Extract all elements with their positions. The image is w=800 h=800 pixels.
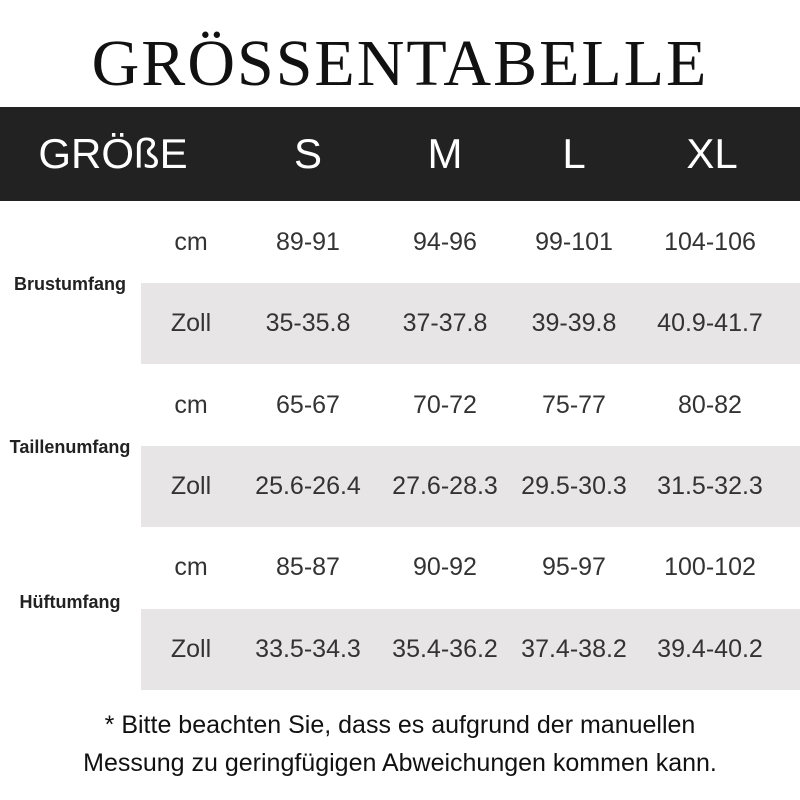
measurement-note: * Bitte beachten Sie, dass es aufgrund d… bbox=[0, 706, 800, 782]
value-cell: 65-67 bbox=[276, 390, 340, 419]
value-cell: 85-87 bbox=[276, 553, 340, 582]
value-cell: 37-37.8 bbox=[402, 309, 488, 338]
value-cell: 99-101 bbox=[535, 228, 613, 256]
unit-cell: Zoll bbox=[170, 471, 212, 500]
unit-cell: cm bbox=[174, 390, 208, 419]
page-title: GRÖSSENTABELLE bbox=[91, 27, 709, 100]
value-cell: 31.5-32.3 bbox=[657, 471, 763, 500]
row-stripe bbox=[141, 283, 800, 365]
measurement-label: Taillenumfang bbox=[9, 437, 131, 457]
measurement-label: Hüftumfang bbox=[19, 592, 121, 612]
value-cell: 27.6-28.3 bbox=[392, 471, 498, 500]
table-row: Zoll 33.5-34.3 35.4-36.2 37.4-38.2 39.4-40.2 bbox=[0, 608, 800, 690]
value-cell: 37.4-38.2 bbox=[521, 634, 627, 663]
row-stripe bbox=[141, 445, 800, 527]
table-row: cm 65-67 70-72 75-77 80-82 bbox=[0, 365, 800, 446]
value-cell: 94-96 bbox=[413, 228, 477, 256]
value-cell: 35-35.8 bbox=[265, 309, 351, 338]
unit-cell: cm bbox=[174, 228, 208, 256]
row-stripe bbox=[141, 608, 800, 690]
value-cell: 80-82 bbox=[678, 390, 742, 419]
measurement-label: Brustumfang bbox=[14, 274, 126, 294]
value-cell: 39-39.8 bbox=[531, 309, 617, 338]
size-l-header: L bbox=[562, 130, 586, 177]
value-cell: 25.6-26.4 bbox=[255, 471, 361, 500]
table-header: GRÖßE S M L XL bbox=[0, 107, 800, 201]
value-cell: 75-77 bbox=[542, 390, 606, 419]
value-cell: 35.4-36.2 bbox=[392, 634, 498, 663]
value-cell: 89-91 bbox=[276, 228, 340, 256]
size-xl-header: XL bbox=[686, 130, 738, 177]
table-row: Zoll 35-35.8 37-37.8 39-39.8 40.9-41.7 bbox=[0, 283, 800, 365]
value-cell: 33.5-34.3 bbox=[255, 634, 361, 663]
value-cell: 90-92 bbox=[413, 553, 477, 582]
table-row: Zoll 25.6-26.4 27.6-28.3 29.5-30.3 31.5-32.3 bbox=[0, 445, 800, 527]
value-cell: 39.4-40.2 bbox=[657, 634, 763, 663]
table-row: cm 89-91 94-96 99-101 104-106 bbox=[0, 202, 800, 283]
value-cell: 100-102 bbox=[664, 553, 756, 582]
unit-cell: Zoll bbox=[170, 309, 212, 338]
size-s-header: S bbox=[293, 130, 323, 177]
value-cell: 29.5-30.3 bbox=[521, 471, 627, 500]
size-column-header: GRÖßE bbox=[38, 130, 188, 177]
table-row: cm 85-87 90-92 95-97 100-102 bbox=[0, 527, 800, 608]
value-cell: 40.9-41.7 bbox=[657, 309, 763, 338]
note-line: Messung zu geringfügigen Abweichungen ko… bbox=[83, 749, 717, 777]
note-line: * Bitte beachten Sie, dass es aufgrund d… bbox=[104, 711, 696, 739]
value-cell: 95-97 bbox=[542, 553, 606, 582]
unit-cell: cm bbox=[174, 553, 208, 582]
value-cell: 70-72 bbox=[413, 390, 477, 419]
value-cell: 104-106 bbox=[664, 228, 756, 256]
unit-cell: Zoll bbox=[170, 634, 212, 663]
size-m-header: M bbox=[427, 130, 463, 177]
